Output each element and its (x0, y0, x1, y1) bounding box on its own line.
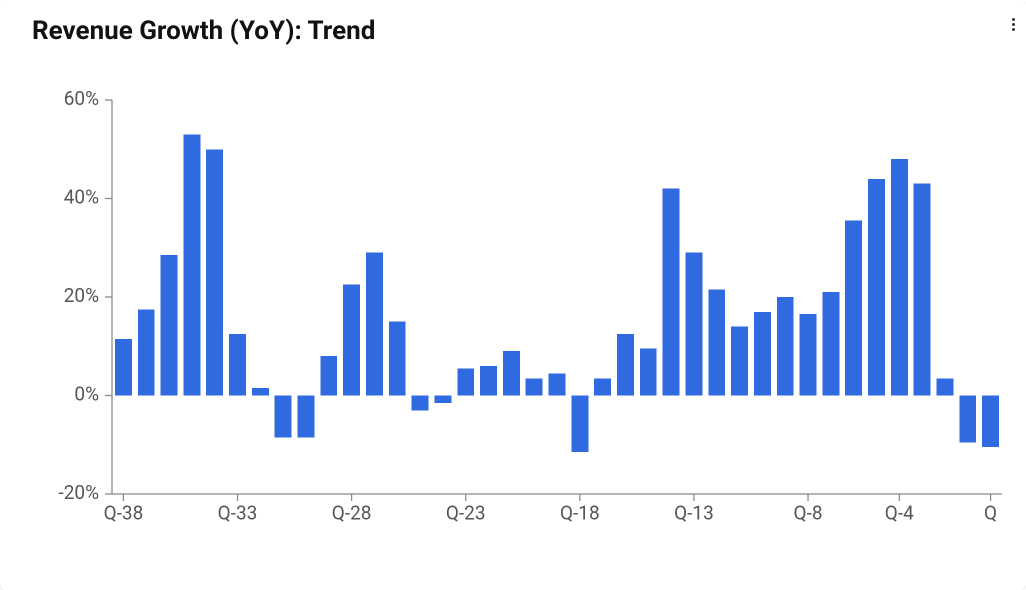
bar (822, 292, 839, 395)
bar (754, 312, 771, 396)
bar (594, 378, 611, 395)
bar (617, 334, 634, 396)
x-tick-label: Q-23 (446, 501, 486, 524)
chart-svg: -20% 0% 20% 40% 60% Q-38 Q-33 Q-28 Q-23 Q-18 Q-13 Q… (0, 0, 1026, 590)
bar (389, 322, 406, 396)
bar (937, 378, 954, 395)
bar (229, 334, 246, 396)
bar (685, 253, 702, 396)
bar (434, 396, 451, 403)
x-tick-label: Q-38 (104, 501, 144, 524)
bar (138, 309, 155, 395)
bar (549, 373, 566, 395)
bar (343, 285, 360, 396)
bar-chart: -20% 0% 20% 40% 60% Q-38 Q-33 Q-28 Q-23 Q-18 Q-13 Q… (0, 0, 1026, 590)
bar (959, 396, 976, 443)
y-tick-label: 20% (64, 284, 99, 307)
bar (640, 349, 657, 396)
bar (571, 396, 588, 453)
bar (275, 396, 292, 438)
bar (320, 356, 337, 395)
bar (366, 253, 383, 396)
bar (800, 314, 817, 395)
bar (412, 396, 429, 411)
bar (708, 290, 725, 396)
bar (480, 366, 497, 396)
x-tick-label: Q-4 (885, 501, 914, 524)
bar (663, 189, 680, 396)
bar (777, 297, 794, 396)
bar (731, 327, 748, 396)
x-tick-label: Q-8 (794, 501, 823, 524)
x-tick-label: Q (984, 501, 997, 524)
bar (252, 388, 269, 395)
bar (982, 396, 999, 448)
bar (845, 221, 862, 396)
bar (206, 149, 223, 395)
y-tick-label: 40% (64, 186, 99, 209)
bar (503, 351, 520, 395)
chart-card: Revenue Growth (YoY): Trend -20%0%20%40%… (0, 0, 1026, 590)
y-tick-label: 60% (64, 87, 99, 110)
bar (115, 339, 132, 396)
bar (891, 159, 908, 395)
y-tick-label: -20% (58, 481, 99, 504)
bar (298, 396, 315, 438)
x-tick-label: Q-28 (332, 501, 372, 524)
bar (868, 179, 885, 396)
bar (161, 255, 178, 395)
y-tick-label: 0% (74, 383, 99, 406)
bar (183, 134, 200, 395)
x-tick-label: Q-13 (674, 501, 714, 524)
bar (526, 378, 543, 395)
x-tick-label: Q-18 (560, 501, 600, 524)
x-tick-label: Q-33 (218, 501, 258, 524)
bar (457, 368, 474, 395)
bar (914, 184, 931, 396)
